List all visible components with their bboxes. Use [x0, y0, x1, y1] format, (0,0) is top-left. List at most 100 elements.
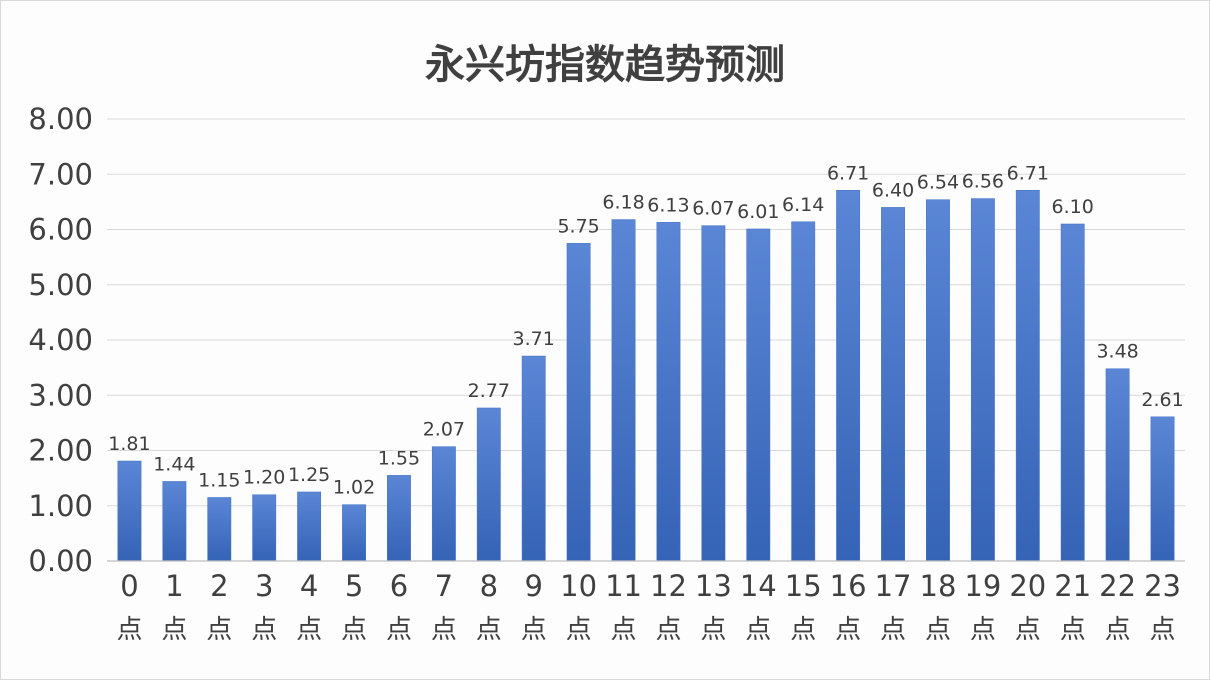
bar-hour-19 — [970, 198, 995, 562]
x-tick-label: 11 — [605, 569, 642, 603]
data-label: 6.13 — [647, 194, 689, 216]
x-tick-label: 13 — [695, 569, 732, 603]
bar-hour-23 — [1150, 416, 1175, 562]
y-tick-label: 2.00 — [28, 434, 93, 468]
data-label: 1.02 — [333, 477, 375, 499]
x-tick-unit: 点 — [1015, 615, 1041, 645]
bar-hour-7 — [431, 446, 456, 562]
x-tick-label: 17 — [875, 569, 912, 603]
bar-hour-18 — [926, 199, 950, 562]
x-tick-unit: 点 — [790, 615, 816, 645]
data-label: 3.48 — [1096, 341, 1138, 363]
x-tick-unit: 点 — [700, 615, 726, 645]
bar-hour-21 — [1060, 223, 1085, 562]
data-label: 2.07 — [423, 419, 465, 441]
x-tick-label: 2 — [210, 569, 228, 603]
x-tick-unit: 点 — [296, 615, 322, 645]
x-tick-unit: 点 — [745, 615, 771, 645]
chart-title: 永兴坊指数趋势预测 — [425, 42, 785, 88]
bar-hour-17 — [881, 207, 905, 562]
x-tick-unit: 点 — [655, 615, 681, 645]
x-tick-unit: 点 — [1060, 615, 1086, 645]
x-tick-label: 9 — [524, 569, 542, 603]
x-tick-label: 6 — [390, 569, 408, 603]
x-tick-label: 19 — [964, 569, 1001, 603]
bar-hour-9 — [521, 355, 546, 562]
x-tick-unit: 点 — [880, 615, 906, 645]
y-tick-label: 1.00 — [28, 489, 93, 523]
x-tick-label: 0 — [120, 569, 138, 603]
x-tick-label: 15 — [785, 569, 822, 603]
data-label: 1.55 — [378, 447, 420, 469]
y-tick-label: 8.00 — [28, 102, 93, 136]
x-tick-label: 3 — [255, 569, 273, 603]
data-label: 2.77 — [468, 380, 510, 402]
x-tick-label: 20 — [1009, 569, 1046, 603]
x-tick-unit: 点 — [431, 615, 457, 645]
data-label: 1.25 — [288, 464, 330, 486]
data-label: 6.71 — [827, 162, 869, 184]
bar-hour-4 — [297, 491, 322, 562]
x-tick-label: 12 — [650, 569, 687, 603]
data-label: 6.40 — [872, 179, 914, 201]
data-label: 2.61 — [1141, 389, 1183, 411]
data-label: 1.15 — [198, 469, 240, 491]
y-tick-label: 3.00 — [28, 378, 93, 412]
x-tick-label: 8 — [480, 569, 498, 603]
bar-hour-16 — [836, 190, 861, 562]
bar-hour-22 — [1105, 368, 1130, 562]
bar-hour-8 — [476, 407, 501, 562]
x-tick-unit: 点 — [206, 615, 232, 645]
data-label: 1.20 — [243, 467, 285, 489]
x-tick-unit: 点 — [386, 615, 412, 645]
x-tick-unit: 点 — [161, 615, 187, 645]
x-tick-unit: 点 — [970, 615, 996, 645]
x-tick-unit: 点 — [116, 615, 142, 645]
bar-hour-1 — [162, 481, 187, 562]
x-tick-label: 7 — [435, 569, 453, 603]
bar-hour-3 — [252, 494, 277, 562]
x-tick-label: 5 — [345, 569, 363, 603]
bar-hour-12 — [656, 222, 681, 562]
bar-hour-5 — [342, 504, 366, 562]
bar-hour-0 — [117, 460, 142, 562]
y-tick-label: 4.00 — [28, 323, 93, 357]
data-label: 6.18 — [602, 192, 644, 214]
y-tick-label: 6.00 — [28, 213, 93, 247]
x-tick-unit: 点 — [1150, 615, 1176, 645]
x-tick-label: 18 — [920, 569, 957, 603]
x-tick-unit: 点 — [925, 615, 951, 645]
data-label: 6.01 — [737, 201, 779, 223]
x-tick-unit: 点 — [611, 615, 637, 645]
x-tick-label: 14 — [740, 569, 777, 603]
y-tick-label: 7.00 — [28, 157, 93, 191]
x-tick-unit: 点 — [835, 615, 861, 645]
x-tick-unit: 点 — [1105, 615, 1131, 645]
x-tick-unit: 点 — [521, 615, 547, 645]
x-tick-label: 23 — [1144, 569, 1181, 603]
data-label: 6.14 — [782, 194, 824, 216]
data-label: 3.71 — [513, 328, 555, 350]
y-tick-label: 0.00 — [28, 544, 93, 578]
x-tick-label: 21 — [1054, 569, 1091, 603]
data-label: 6.71 — [1007, 162, 1049, 184]
x-tick-unit: 点 — [341, 615, 367, 645]
bar-hour-11 — [611, 219, 636, 562]
data-label: 1.44 — [153, 453, 195, 475]
x-tick-label: 10 — [560, 569, 597, 603]
bar-hour-20 — [1015, 190, 1040, 562]
y-tick-label: 5.00 — [28, 268, 93, 302]
bar-hour-14 — [746, 228, 771, 562]
data-label: 5.75 — [557, 215, 599, 237]
bar-hour-2 — [207, 497, 232, 562]
x-tick-unit: 点 — [251, 615, 277, 645]
x-tick-unit: 点 — [566, 615, 592, 645]
data-label: 6.54 — [917, 172, 959, 194]
data-label: 6.07 — [692, 198, 734, 220]
x-tick-label: 4 — [300, 569, 318, 603]
data-label: 6.56 — [962, 171, 1004, 193]
bar-hour-13 — [701, 225, 726, 562]
x-tick-unit: 点 — [476, 615, 502, 645]
data-label: 6.10 — [1052, 196, 1094, 218]
